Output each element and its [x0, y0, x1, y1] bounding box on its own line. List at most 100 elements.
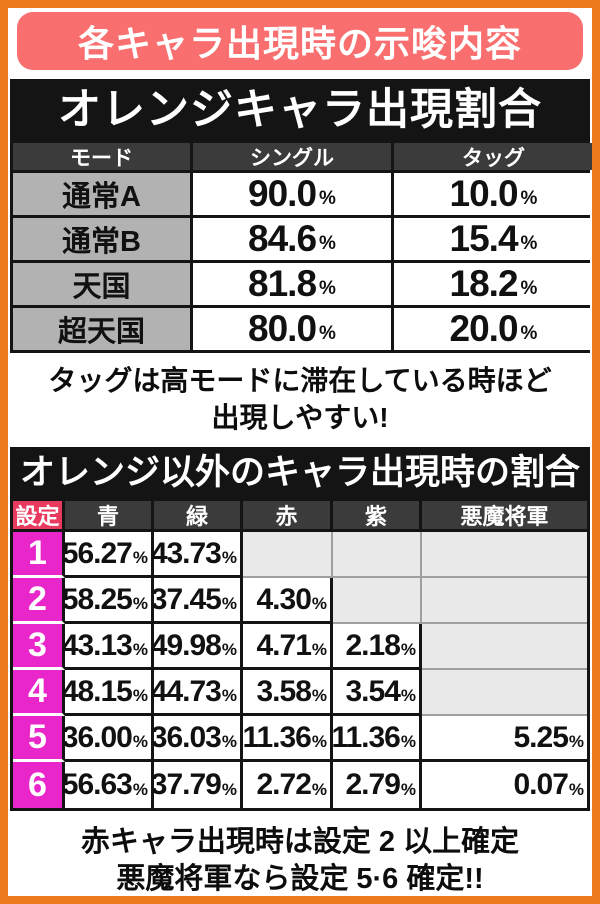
value-cell: 44.73% — [151, 670, 243, 716]
value-cell: 80.0% — [193, 308, 391, 350]
orange-ratio-table: オレンジキャラ出現割合 モード シングル タッグ 通常A 90.0% 10.0%… — [10, 79, 592, 353]
value-cell: 10.0% — [394, 173, 592, 215]
percent-sign: % — [568, 732, 584, 751]
value-cell: 18.2% — [394, 263, 592, 305]
percent-sign: % — [400, 686, 416, 705]
value-cell: 11.36% — [331, 716, 422, 762]
percent-sign: % — [221, 594, 237, 613]
value-cell: 2.18% — [333, 624, 422, 670]
table2-header-red: 赤 — [243, 501, 333, 532]
non-orange-ratio-table: オレンジ以外のキャラ出現時の割合 設定 青 緑 赤 紫 悪魔将軍 1 56.27… — [10, 447, 590, 811]
percent-sign: % — [221, 779, 237, 799]
value-cell: 15.4% — [394, 218, 592, 260]
value-cell: 43.13% — [61, 624, 154, 670]
value-text: 43.13 — [61, 628, 133, 662]
empty-cell — [243, 532, 333, 578]
value-cell: 48.15% — [62, 670, 154, 716]
value-cell: 3.58% — [243, 670, 333, 716]
value-cell: 37.79% — [150, 762, 243, 808]
note-tag-mode: タッグは高モードに滞在している時ほど 出現しやすい! — [8, 362, 592, 436]
value-text: 4.30 — [256, 582, 311, 616]
setting-cell: 1 — [13, 532, 65, 578]
value-cell: 2.72% — [243, 762, 333, 808]
mode-cell: 天国 — [13, 263, 190, 305]
value-text: 3.58 — [256, 674, 311, 708]
mode-cell: 通常B — [13, 218, 190, 260]
value-cell: 4.30% — [243, 578, 333, 624]
value-text: 11.36 — [242, 720, 311, 754]
mode-cell: 超天国 — [13, 308, 190, 350]
value-text: 0.07 — [513, 768, 568, 801]
value-text: 15.4 — [449, 218, 519, 259]
table2-header-blue: 青 — [65, 501, 154, 532]
percent-sign: % — [319, 188, 336, 209]
percent-sign: % — [520, 278, 538, 299]
note-line-2: 悪魔将軍なら設定 5·6 確定!! — [116, 863, 484, 895]
table1-title: オレンジキャラ出現割合 — [58, 86, 542, 134]
value-cell: 36.00% — [61, 716, 154, 762]
value-text: 90.0 — [248, 173, 317, 214]
percent-sign: % — [400, 779, 416, 799]
value-cell: 90.0% — [193, 173, 391, 215]
percent-sign: % — [319, 323, 336, 344]
value-text: 80.0 — [248, 308, 317, 349]
value-text: 37.79 — [150, 768, 222, 801]
value-cell: 36.03% — [150, 716, 243, 762]
setting-cell: 2 — [13, 578, 65, 624]
value-cell: 37.45% — [150, 578, 243, 624]
value-text: 49.98 — [150, 628, 222, 662]
table1-grid: モード シングル タッグ 通常A 90.0% 10.0% 通常B 84.6% 1… — [13, 143, 592, 350]
percent-sign: % — [221, 686, 237, 705]
value-cell: 2.79% — [333, 762, 422, 808]
value-cell: 0.07% — [422, 762, 587, 808]
value-cell: 58.25% — [62, 578, 154, 624]
percent-sign: % — [221, 548, 237, 567]
percent-sign: % — [520, 323, 538, 344]
table2-grid: 設定 青 緑 赤 紫 悪魔将軍 1 56.27% 43.73% 2 58.25%… — [13, 501, 587, 808]
value-cell: 84.6% — [193, 218, 391, 260]
value-text: 37.45 — [150, 582, 222, 616]
value-cell: 3.54% — [333, 670, 422, 716]
mode-cell: 通常A — [13, 173, 190, 215]
value-text: 3.54 — [345, 674, 400, 708]
value-cell: 81.8% — [193, 263, 391, 305]
value-text: 18.2 — [449, 263, 519, 304]
value-cell: 49.98% — [150, 624, 243, 670]
value-text: 81.8 — [248, 263, 317, 304]
empty-cell — [333, 578, 422, 624]
value-text: 36.03 — [150, 720, 222, 754]
note-line-1: 赤キャラ出現時は設定 2 以上確定 — [80, 826, 520, 858]
percent-sign: % — [132, 548, 148, 567]
value-cell: 56.63% — [62, 762, 154, 808]
value-text: 36.00 — [61, 720, 133, 754]
table1-header-single: シングル — [193, 143, 391, 170]
percent-sign: % — [319, 233, 336, 254]
percent-sign: % — [400, 640, 416, 659]
percent-sign: % — [311, 779, 327, 799]
page-title: 各キャラ出現時の示唆内容 — [77, 23, 522, 64]
value-text: 10.0 — [449, 173, 519, 214]
value-cell: 4.71% — [243, 624, 333, 670]
value-cell: 20.0% — [394, 308, 592, 350]
empty-cell — [422, 670, 587, 716]
value-text: 56.27 — [61, 536, 133, 570]
percent-sign: % — [132, 732, 148, 751]
table1-header-tag: タッグ — [394, 143, 592, 170]
value-text: 2.79 — [345, 768, 400, 801]
empty-cell — [422, 578, 587, 624]
percent-sign: % — [520, 188, 538, 209]
value-cell: 5.25% — [422, 716, 587, 762]
value-cell: 11.36% — [242, 716, 333, 762]
table1-header-mode: モード — [13, 143, 190, 170]
value-text: 5.25 — [513, 720, 568, 754]
percent-sign: % — [319, 278, 336, 299]
table2-header-green: 緑 — [154, 501, 243, 532]
percent-sign: % — [132, 594, 148, 613]
percent-sign: % — [221, 640, 237, 659]
empty-cell — [333, 532, 422, 578]
value-text: 2.72 — [256, 768, 311, 801]
percent-sign: % — [311, 732, 327, 751]
table2-header-purple: 紫 — [333, 501, 422, 532]
note-line-2: 出現しやすい! — [211, 402, 389, 433]
